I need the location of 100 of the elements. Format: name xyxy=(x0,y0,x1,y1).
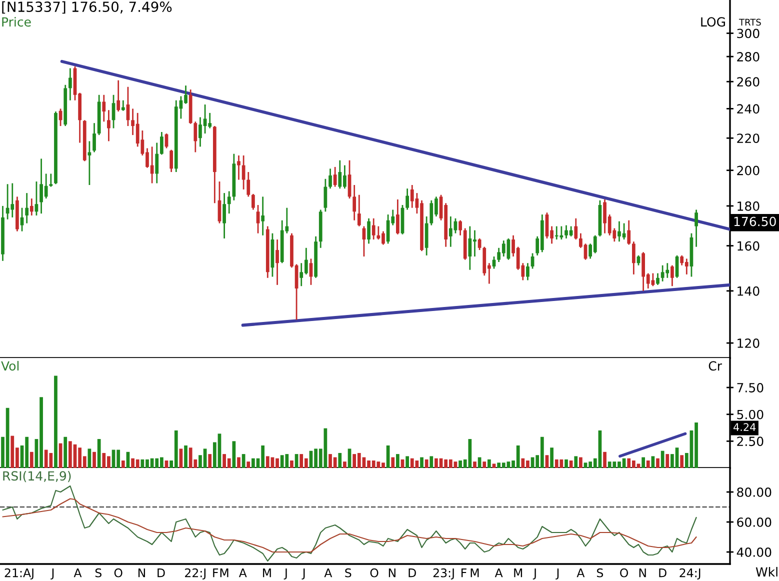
bar xyxy=(646,460,650,468)
bar xyxy=(545,455,549,468)
x-tick-label: F xyxy=(461,568,466,578)
candlestick xyxy=(49,173,53,188)
candlestick xyxy=(261,196,265,236)
y-tick-label: 260 xyxy=(737,77,760,87)
bar xyxy=(64,436,68,468)
bar xyxy=(579,457,582,468)
x-tick-label: 21:AJ xyxy=(4,568,34,580)
bar xyxy=(237,457,240,468)
bar xyxy=(391,457,395,468)
candlestick xyxy=(170,149,174,173)
y-tick-label: 180 xyxy=(738,201,760,211)
bar xyxy=(420,457,424,468)
candlestick xyxy=(670,264,674,287)
candlestick xyxy=(632,240,636,276)
x-tick-label: D xyxy=(158,568,165,578)
x-tick-label: 23:J xyxy=(433,568,454,580)
candlestick xyxy=(222,192,226,240)
text: 176.50 xyxy=(734,216,776,226)
bar xyxy=(666,454,670,468)
y-tick-label: 240 xyxy=(737,104,760,114)
x-tick-label: M xyxy=(263,568,271,578)
x-tick-label: A xyxy=(238,568,247,578)
x-tick-label: J xyxy=(532,568,536,580)
y-tick-label: 300 xyxy=(737,28,760,38)
candlestick xyxy=(406,188,409,210)
bar xyxy=(574,456,578,468)
bar xyxy=(656,458,660,468)
y-tick-label: 160 xyxy=(738,241,760,251)
y-tick-label: 5.00 xyxy=(737,410,764,420)
candlestick xyxy=(20,207,24,232)
x-tick-label: S xyxy=(596,568,604,578)
x-tick-label: O xyxy=(114,568,122,578)
candlestick xyxy=(121,100,125,112)
bar xyxy=(184,445,188,468)
y-axis-title: Price xyxy=(2,16,31,27)
x-tick-label: A xyxy=(324,568,332,578)
candlestick xyxy=(574,218,578,240)
bar xyxy=(482,462,486,468)
bar xyxy=(569,460,573,468)
bar xyxy=(208,454,212,468)
annotation: Cr xyxy=(708,361,722,371)
x-tick-label: M xyxy=(514,568,522,578)
x-tick-label: S xyxy=(345,568,352,578)
y-tick-label: 140 xyxy=(738,286,760,296)
candlestick xyxy=(372,218,376,240)
bar xyxy=(343,462,346,468)
bar xyxy=(430,456,434,468)
candlestick xyxy=(328,168,332,190)
x-tick-label: J xyxy=(50,568,54,580)
y-tick-label: 60.00 xyxy=(737,517,772,527)
candlestick xyxy=(116,80,120,112)
bar xyxy=(92,452,96,468)
candlestick xyxy=(102,94,106,122)
candlestick xyxy=(68,68,72,102)
candlestick xyxy=(367,218,370,244)
bar xyxy=(246,462,250,468)
y-tick-label: 120 xyxy=(738,338,760,348)
x-tick-label: J xyxy=(302,568,305,580)
candlestick xyxy=(92,122,96,153)
x-tick-label: 24:J xyxy=(680,568,700,580)
candlestick xyxy=(25,192,29,224)
x-tick-label: M xyxy=(220,568,228,578)
x-tick-label: O xyxy=(370,568,378,578)
line-series xyxy=(2,485,697,562)
candlestick xyxy=(357,194,361,227)
candlestick xyxy=(227,190,231,214)
candlestick xyxy=(530,252,534,270)
chart-title: [N15337] 176.50, 7.49% xyxy=(2,1,172,14)
bar xyxy=(121,460,125,468)
candlestick xyxy=(526,262,530,281)
x-tick-label: A xyxy=(576,568,585,578)
bar xyxy=(564,459,568,468)
bar xyxy=(54,376,58,468)
y-tick-label: 40.00 xyxy=(736,547,772,557)
y-tick-label: 200 xyxy=(737,166,760,176)
x-tick-label: A xyxy=(494,568,503,578)
bar xyxy=(642,457,645,468)
candlestick xyxy=(694,209,698,248)
x-tick-label: 22:J xyxy=(185,568,206,580)
x-tick-label: O xyxy=(620,568,628,578)
candlestick xyxy=(252,193,255,210)
bar xyxy=(660,450,664,468)
bar xyxy=(424,459,428,468)
x-tick-label: S xyxy=(95,568,102,578)
candlestick xyxy=(30,198,34,216)
x-tick-label: J xyxy=(284,568,287,580)
candlestick xyxy=(88,140,92,186)
candlestick xyxy=(352,184,356,222)
candlestick xyxy=(656,272,660,286)
line-series xyxy=(2,498,697,553)
x-tick-label: D xyxy=(659,568,666,578)
x-tick-label: J xyxy=(556,568,559,580)
candlestick xyxy=(627,220,631,246)
bar xyxy=(348,448,352,468)
x-tick-label: A xyxy=(74,568,82,578)
bar xyxy=(473,462,476,468)
x-tick-label: M xyxy=(470,568,479,578)
candlestick xyxy=(333,166,337,188)
